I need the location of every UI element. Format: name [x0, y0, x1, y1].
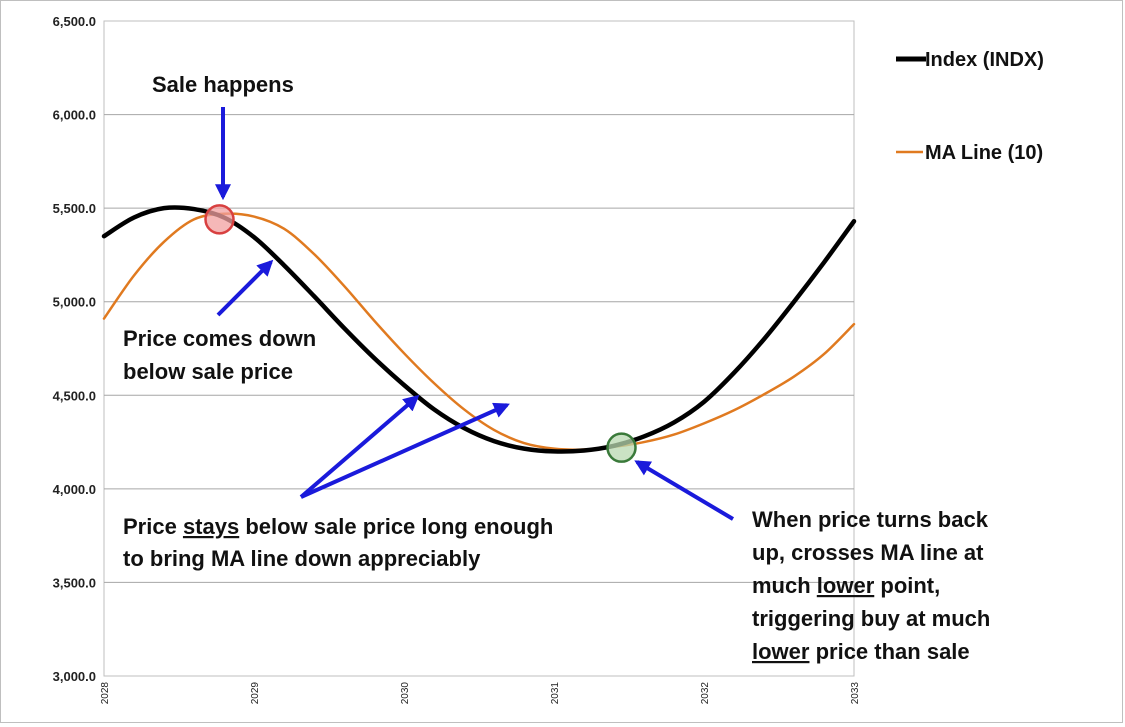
annotation-sale-happens: Sale happens [152, 72, 294, 97]
x-tick-label: 2031 [550, 682, 561, 705]
annotation-stays-2: to bring MA line down appreciably [123, 546, 481, 571]
x-tick-label: 2030 [400, 682, 411, 705]
buy-point-marker [606, 432, 637, 463]
annotation-price-down-2: below sale price [123, 359, 293, 384]
legend-index-label: Index (INDX) [925, 49, 1044, 71]
plot-area [103, 20, 855, 677]
annotation-price-down-1: Price comes down [123, 326, 316, 351]
x-tick-label: 2028 [100, 682, 111, 705]
y-tick-label: 3,500.0 [53, 575, 96, 590]
annotation-turn-2: up, crosses MA line at [752, 540, 984, 565]
arrow-stays-1 [299, 394, 420, 499]
y-tick-label: 4,500.0 [53, 388, 96, 403]
annotation-turn-4: triggering buy at much [752, 606, 990, 631]
y-tick-label: 5,500.0 [53, 201, 96, 216]
x-tick-label: 2032 [700, 682, 711, 705]
y-tick-label: 3,000.0 [53, 669, 96, 684]
annotation-turn-3: much lower point, [752, 573, 940, 598]
annotation-turn-5: lower price than sale [752, 639, 970, 664]
y-tick-label: 5,000.0 [53, 295, 96, 310]
sale-point-marker [204, 204, 235, 235]
annotation-stays-1: Price stays below sale price long enough [123, 514, 553, 539]
legend-ma-label: MA Line (10) [925, 142, 1043, 164]
arrow-buy [634, 460, 735, 521]
legend: Index (INDX) MA Line (10) [896, 49, 1044, 164]
x-tick-label: 2029 [250, 682, 261, 705]
y-tick-label: 6,500.0 [53, 14, 96, 29]
arrow-stays-2 [300, 402, 510, 499]
annotation-turn-1: When price turns back [752, 507, 989, 532]
arrows [215, 107, 735, 521]
y-tick-label: 6,000.0 [53, 108, 96, 123]
y-tick-label: 4,000.0 [53, 482, 96, 497]
x-tick-label: 2033 [850, 682, 861, 705]
arrow-price-down [216, 259, 274, 317]
